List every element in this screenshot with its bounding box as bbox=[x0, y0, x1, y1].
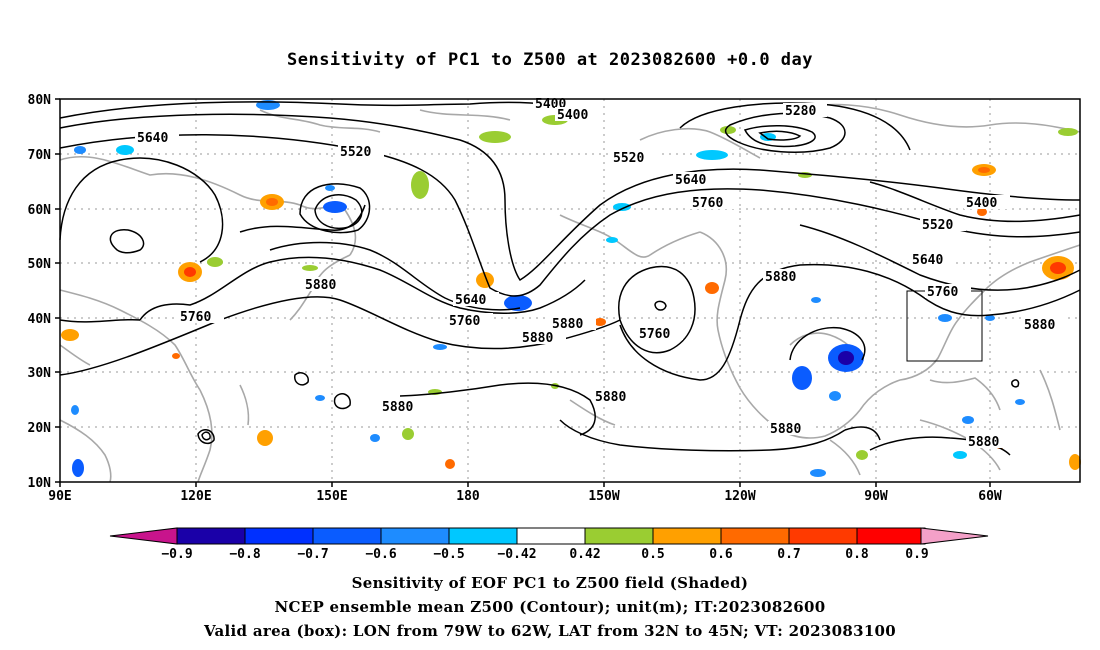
lon-label: 180 bbox=[456, 489, 480, 504]
gridlines bbox=[60, 99, 1080, 482]
lon-label: 90W bbox=[864, 489, 888, 504]
contour-label: 5880 bbox=[595, 390, 626, 405]
lat-label: 80N bbox=[28, 93, 52, 108]
colorbar-swatch bbox=[652, 527, 722, 545]
contour-label-group: 5400 5400 5280 5640 5520 5520 5640 5400 … bbox=[135, 96, 1068, 450]
contour-label: 5760 bbox=[449, 314, 480, 329]
colorbar-label: 0.6 bbox=[709, 547, 733, 562]
contour-label: 5640 bbox=[675, 173, 706, 188]
contour-label: 5880 bbox=[1024, 318, 1055, 333]
contour-label: 5640 bbox=[455, 293, 486, 308]
chart-title: Sensitivity of PC1 to Z500 at 2023082600… bbox=[286, 50, 813, 70]
contour-label: 5520 bbox=[613, 151, 644, 166]
contour-label: 5280 bbox=[785, 104, 816, 119]
colorbar-label: 0.9 bbox=[905, 547, 928, 562]
axis-ticks bbox=[55, 98, 991, 487]
colorbar-swatch bbox=[584, 527, 654, 545]
colorbar-labels: −0.9 −0.8 −0.7 −0.6 −0.5 −0.42 0.42 0.5 … bbox=[161, 547, 928, 562]
colorbar-swatch bbox=[176, 527, 246, 545]
caption-line-2: NCEP ensemble mean Z500 (Contour); unit(… bbox=[274, 598, 826, 616]
contour-label-5760-pacific: 5760 bbox=[639, 327, 670, 342]
colorbar-swatch bbox=[312, 527, 382, 545]
lat-label: 70N bbox=[28, 148, 52, 163]
map-frame bbox=[59, 98, 1081, 483]
colorbar: −0.9 −0.8 −0.7 −0.6 −0.5 −0.42 0.42 0.5 … bbox=[109, 527, 989, 562]
colorbar-low-triangle bbox=[109, 527, 178, 545]
contour-label: 5880 bbox=[382, 400, 413, 415]
contour-label: 5880 bbox=[765, 270, 796, 285]
colorbar-swatch bbox=[788, 527, 858, 545]
colorbar-high-triangle bbox=[920, 527, 989, 545]
colorbar-swatch bbox=[856, 527, 926, 545]
lon-label: 90E bbox=[48, 489, 71, 504]
lat-label: 30N bbox=[28, 366, 52, 381]
contour-label: 5880 bbox=[305, 278, 336, 293]
latitude-axis: 80N 70N 60N 50N 40N 30N 20N 10N bbox=[28, 93, 52, 491]
lon-label: 150W bbox=[588, 489, 619, 504]
contour-label: 5760 bbox=[692, 196, 723, 211]
colorbar-label: 0.8 bbox=[845, 547, 869, 562]
colorbar-label: −0.6 bbox=[365, 547, 396, 562]
contour-label: 5760 bbox=[180, 310, 211, 325]
contour-label: 5880 bbox=[522, 331, 553, 346]
contour-label: 5760 bbox=[927, 285, 958, 300]
longitude-axis: 90E 120E 150E 180 150W 120W 90W 60W bbox=[48, 489, 1002, 504]
colorbar-swatch bbox=[380, 527, 450, 545]
colorbar-label: −0.8 bbox=[229, 547, 260, 562]
colorbar-label: −0.5 bbox=[433, 547, 464, 562]
contour-label: 5880 bbox=[552, 317, 583, 332]
contour-label: 5520 bbox=[340, 145, 371, 160]
lat-label: 50N bbox=[28, 257, 52, 272]
lat-label: 20N bbox=[28, 421, 52, 436]
colorbar-label: 0.5 bbox=[641, 547, 664, 562]
caption-line-1: Sensitivity of EOF PC1 to Z500 field (Sh… bbox=[351, 574, 749, 592]
lat-label: 10N bbox=[28, 476, 52, 491]
colorbar-swatch bbox=[720, 527, 790, 545]
contour-label: 5880 bbox=[770, 422, 801, 437]
contour-label: 5520 bbox=[922, 218, 953, 233]
lat-label: 40N bbox=[28, 312, 52, 327]
colorbar-swatch bbox=[244, 527, 314, 545]
colorbar-swatch bbox=[448, 527, 518, 545]
contour-label: 5640 bbox=[912, 253, 943, 268]
contour-label: 5880 bbox=[968, 435, 999, 450]
lon-label: 60W bbox=[978, 489, 1002, 504]
contour-label: 5400 bbox=[557, 108, 588, 123]
colorbar-swatch bbox=[516, 527, 586, 545]
lon-label: 120E bbox=[180, 489, 211, 504]
colorbar-label: 0.7 bbox=[777, 547, 800, 562]
colorbar-label: −0.42 bbox=[497, 547, 536, 562]
caption-line-3: Valid area (box): LON from 79W to 62W, L… bbox=[203, 622, 897, 640]
contour-label: 5400 bbox=[966, 196, 997, 211]
colorbar-label: 0.42 bbox=[569, 547, 600, 562]
lon-label: 120W bbox=[724, 489, 755, 504]
contour-label: 5640 bbox=[137, 131, 168, 146]
lon-label: 150E bbox=[316, 489, 347, 504]
lat-label: 60N bbox=[28, 203, 52, 218]
colorbar-label: −0.9 bbox=[161, 547, 192, 562]
colorbar-label: −0.7 bbox=[297, 547, 328, 562]
